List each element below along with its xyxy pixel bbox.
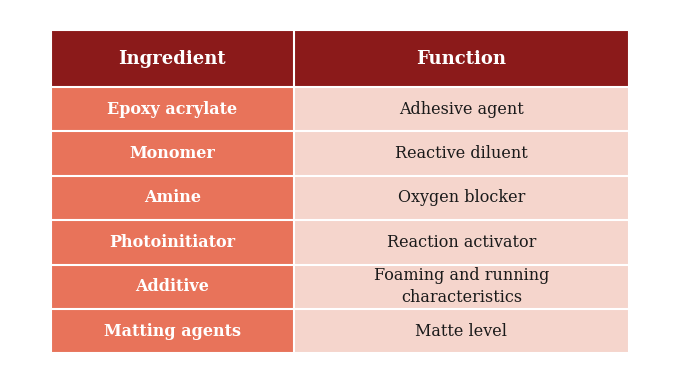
FancyBboxPatch shape: [51, 87, 294, 131]
FancyBboxPatch shape: [294, 309, 629, 353]
Text: Reaction activator: Reaction activator: [387, 234, 536, 251]
FancyBboxPatch shape: [294, 264, 629, 309]
FancyBboxPatch shape: [294, 220, 629, 264]
Text: Foaming and running
characteristics: Foaming and running characteristics: [374, 267, 549, 306]
FancyBboxPatch shape: [51, 220, 294, 264]
FancyBboxPatch shape: [294, 131, 629, 176]
FancyBboxPatch shape: [294, 30, 629, 87]
FancyBboxPatch shape: [294, 87, 629, 131]
Text: Additive: Additive: [135, 278, 209, 295]
Text: Adhesive agent: Adhesive agent: [399, 101, 524, 118]
Text: Function: Function: [416, 50, 507, 68]
Text: Matting agents: Matting agents: [104, 323, 241, 340]
FancyBboxPatch shape: [294, 176, 629, 220]
FancyBboxPatch shape: [51, 30, 294, 87]
Text: Epoxy acrylate: Epoxy acrylate: [107, 101, 237, 118]
Text: Oxygen blocker: Oxygen blocker: [398, 190, 525, 206]
Text: Ingredient: Ingredient: [118, 50, 226, 68]
Text: Monomer: Monomer: [129, 145, 216, 162]
FancyBboxPatch shape: [51, 176, 294, 220]
Text: Amine: Amine: [144, 190, 201, 206]
FancyBboxPatch shape: [51, 309, 294, 353]
Text: Photoinitiator: Photoinitiator: [109, 234, 235, 251]
Text: Matte level: Matte level: [415, 323, 507, 340]
FancyBboxPatch shape: [51, 131, 294, 176]
FancyBboxPatch shape: [51, 264, 294, 309]
Text: Reactive diluent: Reactive diluent: [395, 145, 528, 162]
